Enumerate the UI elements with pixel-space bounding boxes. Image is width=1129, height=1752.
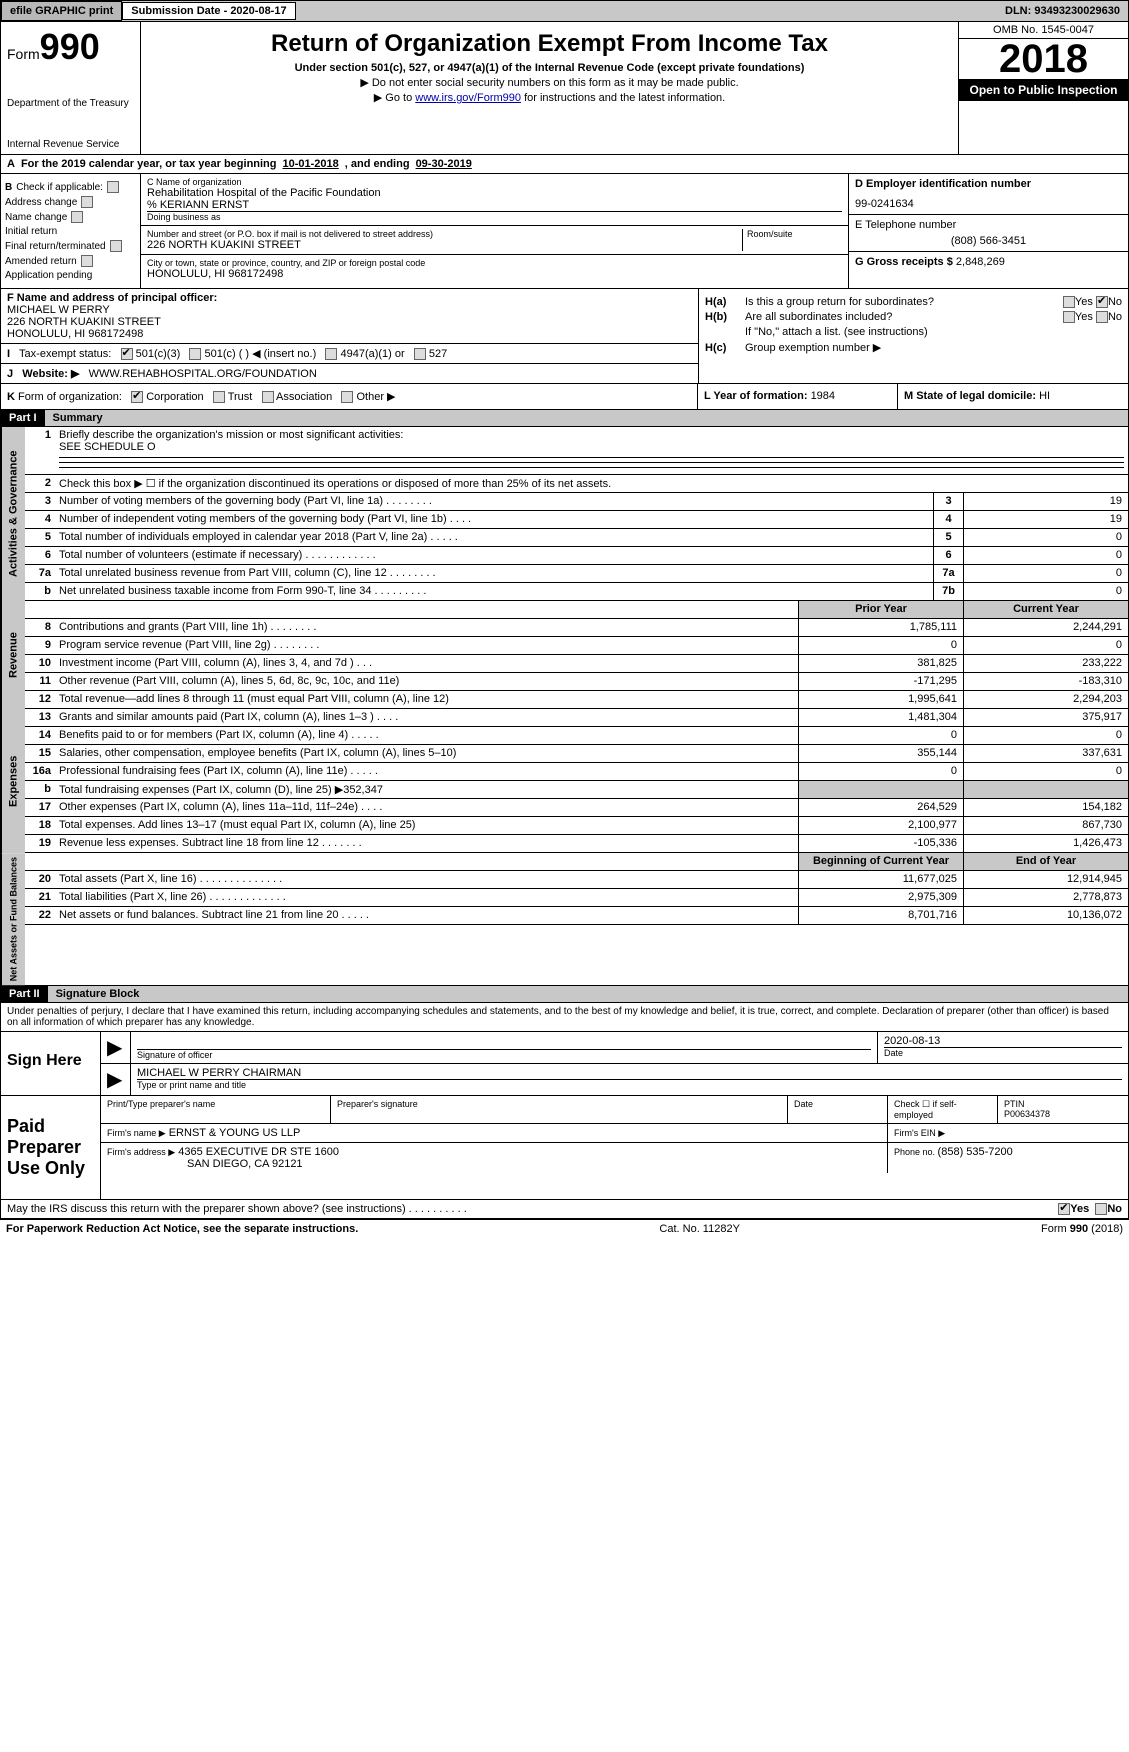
- checkbox[interactable]: [1063, 311, 1075, 323]
- line-row: 3Number of voting members of the governi…: [25, 493, 1128, 511]
- revenue-section: Revenue Prior YearCurrent Year 8Contribu…: [0, 601, 1129, 709]
- irs-link[interactable]: www.irs.gov/Form990: [415, 92, 521, 104]
- line-row: bTotal fundraising expenses (Part IX, co…: [25, 781, 1128, 799]
- col-d: D Employer identification number 99-0241…: [848, 174, 1128, 288]
- checkbox[interactable]: [107, 181, 119, 193]
- col-b: B Check if applicable: Address change Na…: [1, 174, 141, 288]
- line-row: 16aProfessional fundraising fees (Part I…: [25, 763, 1128, 781]
- open-public-badge: Open to Public Inspection: [959, 79, 1128, 101]
- row-i: I Tax-exempt status: 501(c)(3) 501(c) ( …: [1, 344, 698, 364]
- part2-header: Part II Signature Block: [0, 986, 1129, 1003]
- line-row: 6Total number of volunteers (estimate if…: [25, 547, 1128, 565]
- checkbox[interactable]: [325, 348, 337, 360]
- line-row: 20Total assets (Part X, line 16) . . . .…: [25, 871, 1128, 889]
- checkbox[interactable]: [81, 255, 93, 267]
- line-row: 5Total number of individuals employed in…: [25, 529, 1128, 547]
- col-h: H(a) Is this a group return for subordin…: [698, 289, 1128, 383]
- row-klm: K Form of organization: Corporation Trus…: [0, 384, 1129, 410]
- form-number: 990: [40, 26, 100, 67]
- line-row: 21Total liabilities (Part X, line 26) . …: [25, 889, 1128, 907]
- expenses-section: Expenses 13Grants and similar amounts pa…: [0, 709, 1129, 853]
- footer: For Paperwork Reduction Act Notice, see …: [0, 1219, 1129, 1238]
- dept-treasury: Department of the Treasury: [7, 98, 134, 109]
- line-row: 8Contributions and grants (Part VIII, li…: [25, 619, 1128, 637]
- checkbox-501c3[interactable]: [121, 348, 133, 360]
- line-row: bNet unrelated business taxable income f…: [25, 583, 1128, 601]
- efile-button[interactable]: efile GRAPHIC print: [1, 1, 122, 21]
- form-prefix: Form: [7, 46, 40, 62]
- checkbox[interactable]: [1058, 1203, 1070, 1215]
- checkbox[interactable]: [110, 240, 122, 252]
- checkbox[interactable]: [1063, 296, 1075, 308]
- dept-irs: Internal Revenue Service: [7, 139, 134, 150]
- checkbox[interactable]: [262, 391, 274, 403]
- form-note-ssn: ▶ Do not enter social security numbers o…: [149, 76, 950, 89]
- form-title: Return of Organization Exempt From Incom…: [149, 30, 950, 58]
- tax-year: 2018: [959, 39, 1128, 79]
- line-row: 11Other revenue (Part VIII, column (A), …: [25, 673, 1128, 691]
- row-f: F Name and address of principal officer:…: [1, 289, 698, 344]
- checkbox[interactable]: [1096, 296, 1108, 308]
- line-row: 15Salaries, other compensation, employee…: [25, 745, 1128, 763]
- checkbox[interactable]: [189, 348, 201, 360]
- perjury-text: Under penalties of perjury, I declare th…: [0, 1003, 1129, 1032]
- line-row: 22Net assets or fund balances. Subtract …: [25, 907, 1128, 925]
- section-bcd: B Check if applicable: Address change Na…: [0, 174, 1129, 289]
- line-row: 10Investment income (Part VIII, column (…: [25, 655, 1128, 673]
- line-row: 18Total expenses. Add lines 13–17 (must …: [25, 817, 1128, 835]
- part1-header: Part I Summary: [0, 410, 1129, 427]
- line-row: 7aTotal unrelated business revenue from …: [25, 565, 1128, 583]
- checkbox[interactable]: [71, 211, 83, 223]
- form-subtitle: Under section 501(c), 527, or 4947(a)(1)…: [149, 62, 950, 74]
- form-note-link: ▶ Go to www.irs.gov/Form990 for instruct…: [149, 91, 950, 104]
- row-a: A For the 2019 calendar year, or tax yea…: [0, 155, 1129, 174]
- checkbox[interactable]: [131, 391, 143, 403]
- checkbox[interactable]: [213, 391, 225, 403]
- form-header: Form990 Department of the Treasury Inter…: [0, 22, 1129, 155]
- line-row: 19Revenue less expenses. Subtract line 1…: [25, 835, 1128, 853]
- line-row: 14Benefits paid to or for members (Part …: [25, 727, 1128, 745]
- line-row: 9Program service revenue (Part VIII, lin…: [25, 637, 1128, 655]
- line-row: 12Total revenue—add lines 8 through 11 (…: [25, 691, 1128, 709]
- checkbox[interactable]: [414, 348, 426, 360]
- paid-preparer: Paid Preparer Use Only Print/Type prepar…: [0, 1096, 1129, 1200]
- checkbox[interactable]: [1096, 311, 1108, 323]
- submission-date: Submission Date - 2020-08-17: [122, 2, 295, 20]
- activities-governance: Activities & Governance 1Briefly describ…: [0, 427, 1129, 601]
- line-row: 4Number of independent voting members of…: [25, 511, 1128, 529]
- checkbox[interactable]: [81, 196, 93, 208]
- section-fgh: F Name and address of principal officer:…: [0, 289, 1129, 384]
- discuss-row: May the IRS discuss this return with the…: [0, 1200, 1129, 1219]
- col-c: C Name of organization Rehabilitation Ho…: [141, 174, 848, 288]
- checkbox[interactable]: [341, 391, 353, 403]
- netassets-section: Net Assets or Fund Balances Beginning of…: [0, 853, 1129, 986]
- line-row: 13Grants and similar amounts paid (Part …: [25, 709, 1128, 727]
- topbar: efile GRAPHIC print Submission Date - 20…: [0, 0, 1129, 22]
- line-row: 17Other expenses (Part IX, column (A), l…: [25, 799, 1128, 817]
- checkbox[interactable]: [1095, 1203, 1107, 1215]
- dln: DLN: 93493230029630: [997, 3, 1128, 19]
- sign-here: Sign Here ▶ Signature of officer 2020-08…: [0, 1032, 1129, 1096]
- row-j: J Website: ▶ WWW.REHABHOSPITAL.ORG/FOUND…: [1, 364, 698, 383]
